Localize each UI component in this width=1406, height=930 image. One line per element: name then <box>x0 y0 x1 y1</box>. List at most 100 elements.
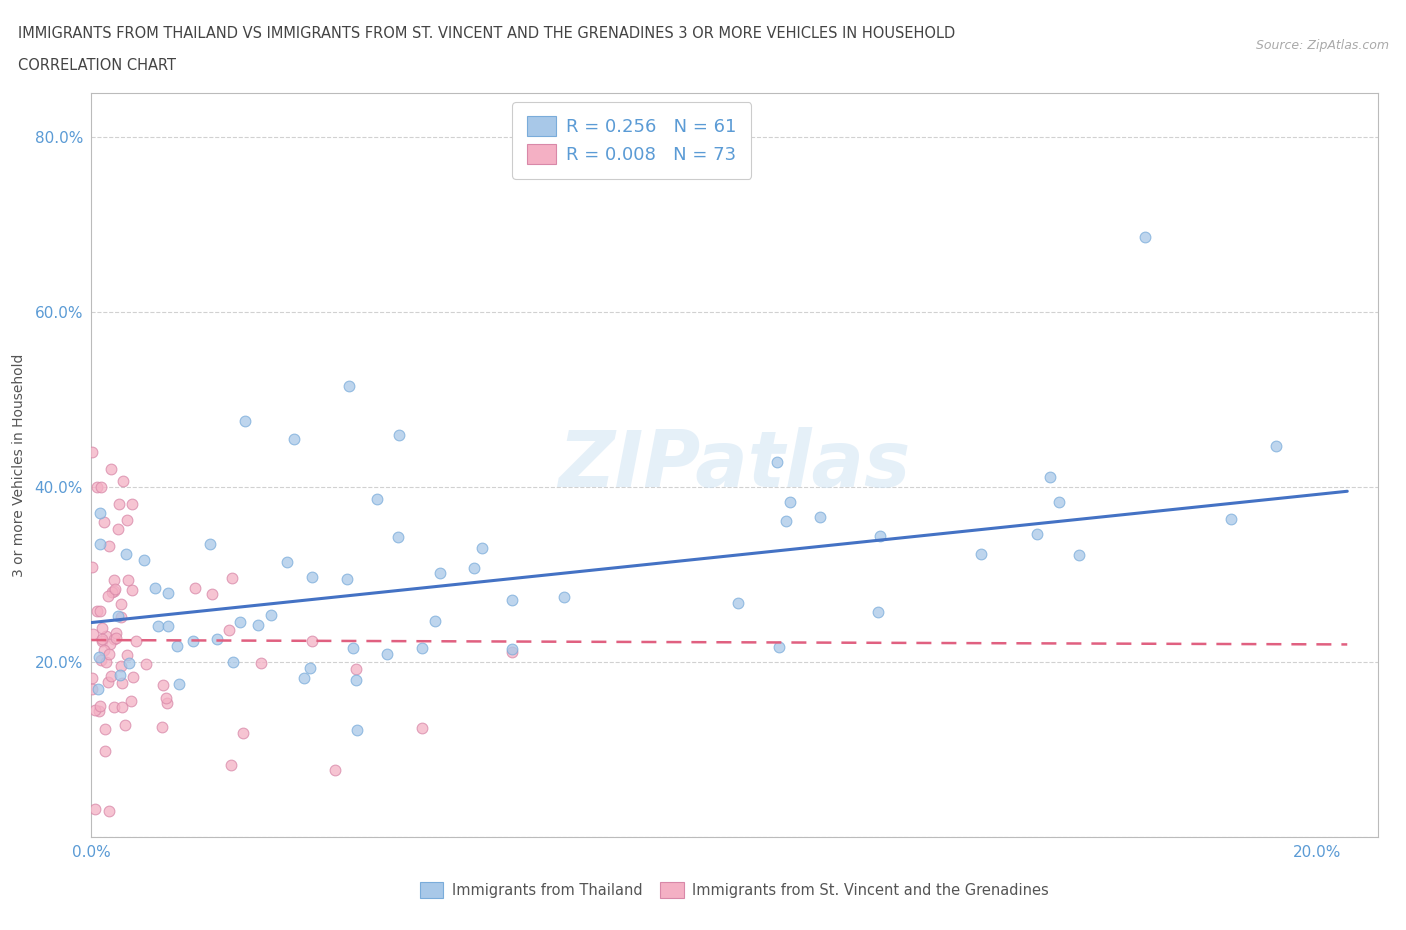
Point <box>411 640 433 655</box>
Point <box>94 744 117 759</box>
Point <box>232 725 254 740</box>
Point <box>87 649 110 664</box>
Point <box>94 722 117 737</box>
Point <box>152 677 174 692</box>
Point <box>292 671 315 685</box>
Point <box>103 583 125 598</box>
Point <box>808 510 831 525</box>
Point <box>98 637 121 652</box>
Point <box>463 561 485 576</box>
Point <box>156 696 179 711</box>
Point <box>337 379 360 393</box>
Point <box>222 655 245 670</box>
Point <box>117 512 139 527</box>
Point <box>301 633 323 648</box>
Point <box>411 720 433 735</box>
Point <box>471 541 494 556</box>
Point <box>100 462 122 477</box>
Point <box>101 585 124 600</box>
Point <box>84 703 107 718</box>
Point <box>201 587 224 602</box>
Point <box>121 583 143 598</box>
Point <box>323 763 346 777</box>
Point <box>260 607 283 622</box>
Point <box>83 802 105 817</box>
Text: IMMIGRANTS FROM THAILAND VS IMMIGRANTS FROM ST. VINCENT AND THE GRENADINES 3 OR : IMMIGRANTS FROM THAILAND VS IMMIGRANTS F… <box>18 26 956 41</box>
Point <box>100 669 122 684</box>
Point <box>89 604 111 618</box>
Point <box>89 506 111 521</box>
Point <box>198 537 221 551</box>
Point <box>336 572 359 587</box>
Point <box>105 631 128 645</box>
Point <box>111 699 134 714</box>
Text: CORRELATION CHART: CORRELATION CHART <box>18 58 176 73</box>
Point <box>94 655 117 670</box>
Point <box>298 661 321 676</box>
Point <box>93 643 115 658</box>
Point <box>94 629 117 644</box>
Point <box>89 537 111 551</box>
Point <box>80 682 103 697</box>
Point <box>90 652 112 667</box>
Point <box>229 614 252 629</box>
Point <box>727 595 749 610</box>
Point <box>97 589 120 604</box>
Point <box>233 414 256 429</box>
Point <box>969 546 991 561</box>
Point <box>344 661 367 676</box>
Point <box>97 646 120 661</box>
Point <box>375 646 398 661</box>
Point <box>107 522 129 537</box>
Point <box>134 553 156 568</box>
Point <box>775 513 797 528</box>
Point <box>155 691 177 706</box>
Point <box>107 609 129 624</box>
Point <box>89 698 111 713</box>
Point <box>768 640 790 655</box>
Point <box>346 723 368 737</box>
Point <box>868 604 890 619</box>
Point <box>91 631 114 646</box>
Point <box>111 676 134 691</box>
Point <box>122 670 145 684</box>
Point <box>93 514 115 529</box>
Point <box>90 620 112 635</box>
Point <box>150 719 173 734</box>
Point <box>110 659 132 674</box>
Point <box>87 704 110 719</box>
Point <box>90 480 112 495</box>
Point <box>205 631 228 646</box>
Point <box>869 528 891 543</box>
Point <box>121 497 143 512</box>
Point <box>105 626 128 641</box>
Point <box>103 573 125 588</box>
Point <box>118 656 141 671</box>
Point <box>125 633 148 648</box>
Point <box>86 480 108 495</box>
Point <box>218 623 240 638</box>
Point <box>1047 495 1070 510</box>
Point <box>98 804 121 818</box>
Point <box>103 699 125 714</box>
Point <box>103 631 125 646</box>
Point <box>1026 527 1049 542</box>
Point <box>166 638 188 653</box>
Point <box>82 627 104 642</box>
Legend: Immigrants from Thailand, Immigrants from St. Vincent and the Grenadines: Immigrants from Thailand, Immigrants fro… <box>415 877 1054 904</box>
Point <box>247 618 270 632</box>
Point <box>97 674 120 689</box>
Point <box>114 717 136 732</box>
Point <box>429 565 451 580</box>
Point <box>250 656 273 671</box>
Point <box>97 538 120 553</box>
Point <box>1133 230 1156 245</box>
Point <box>146 618 169 633</box>
Point <box>107 497 129 512</box>
Point <box>181 633 204 648</box>
Point <box>167 677 190 692</box>
Point <box>301 570 323 585</box>
Point <box>120 694 142 709</box>
Point <box>157 619 180 634</box>
Point <box>115 547 138 562</box>
